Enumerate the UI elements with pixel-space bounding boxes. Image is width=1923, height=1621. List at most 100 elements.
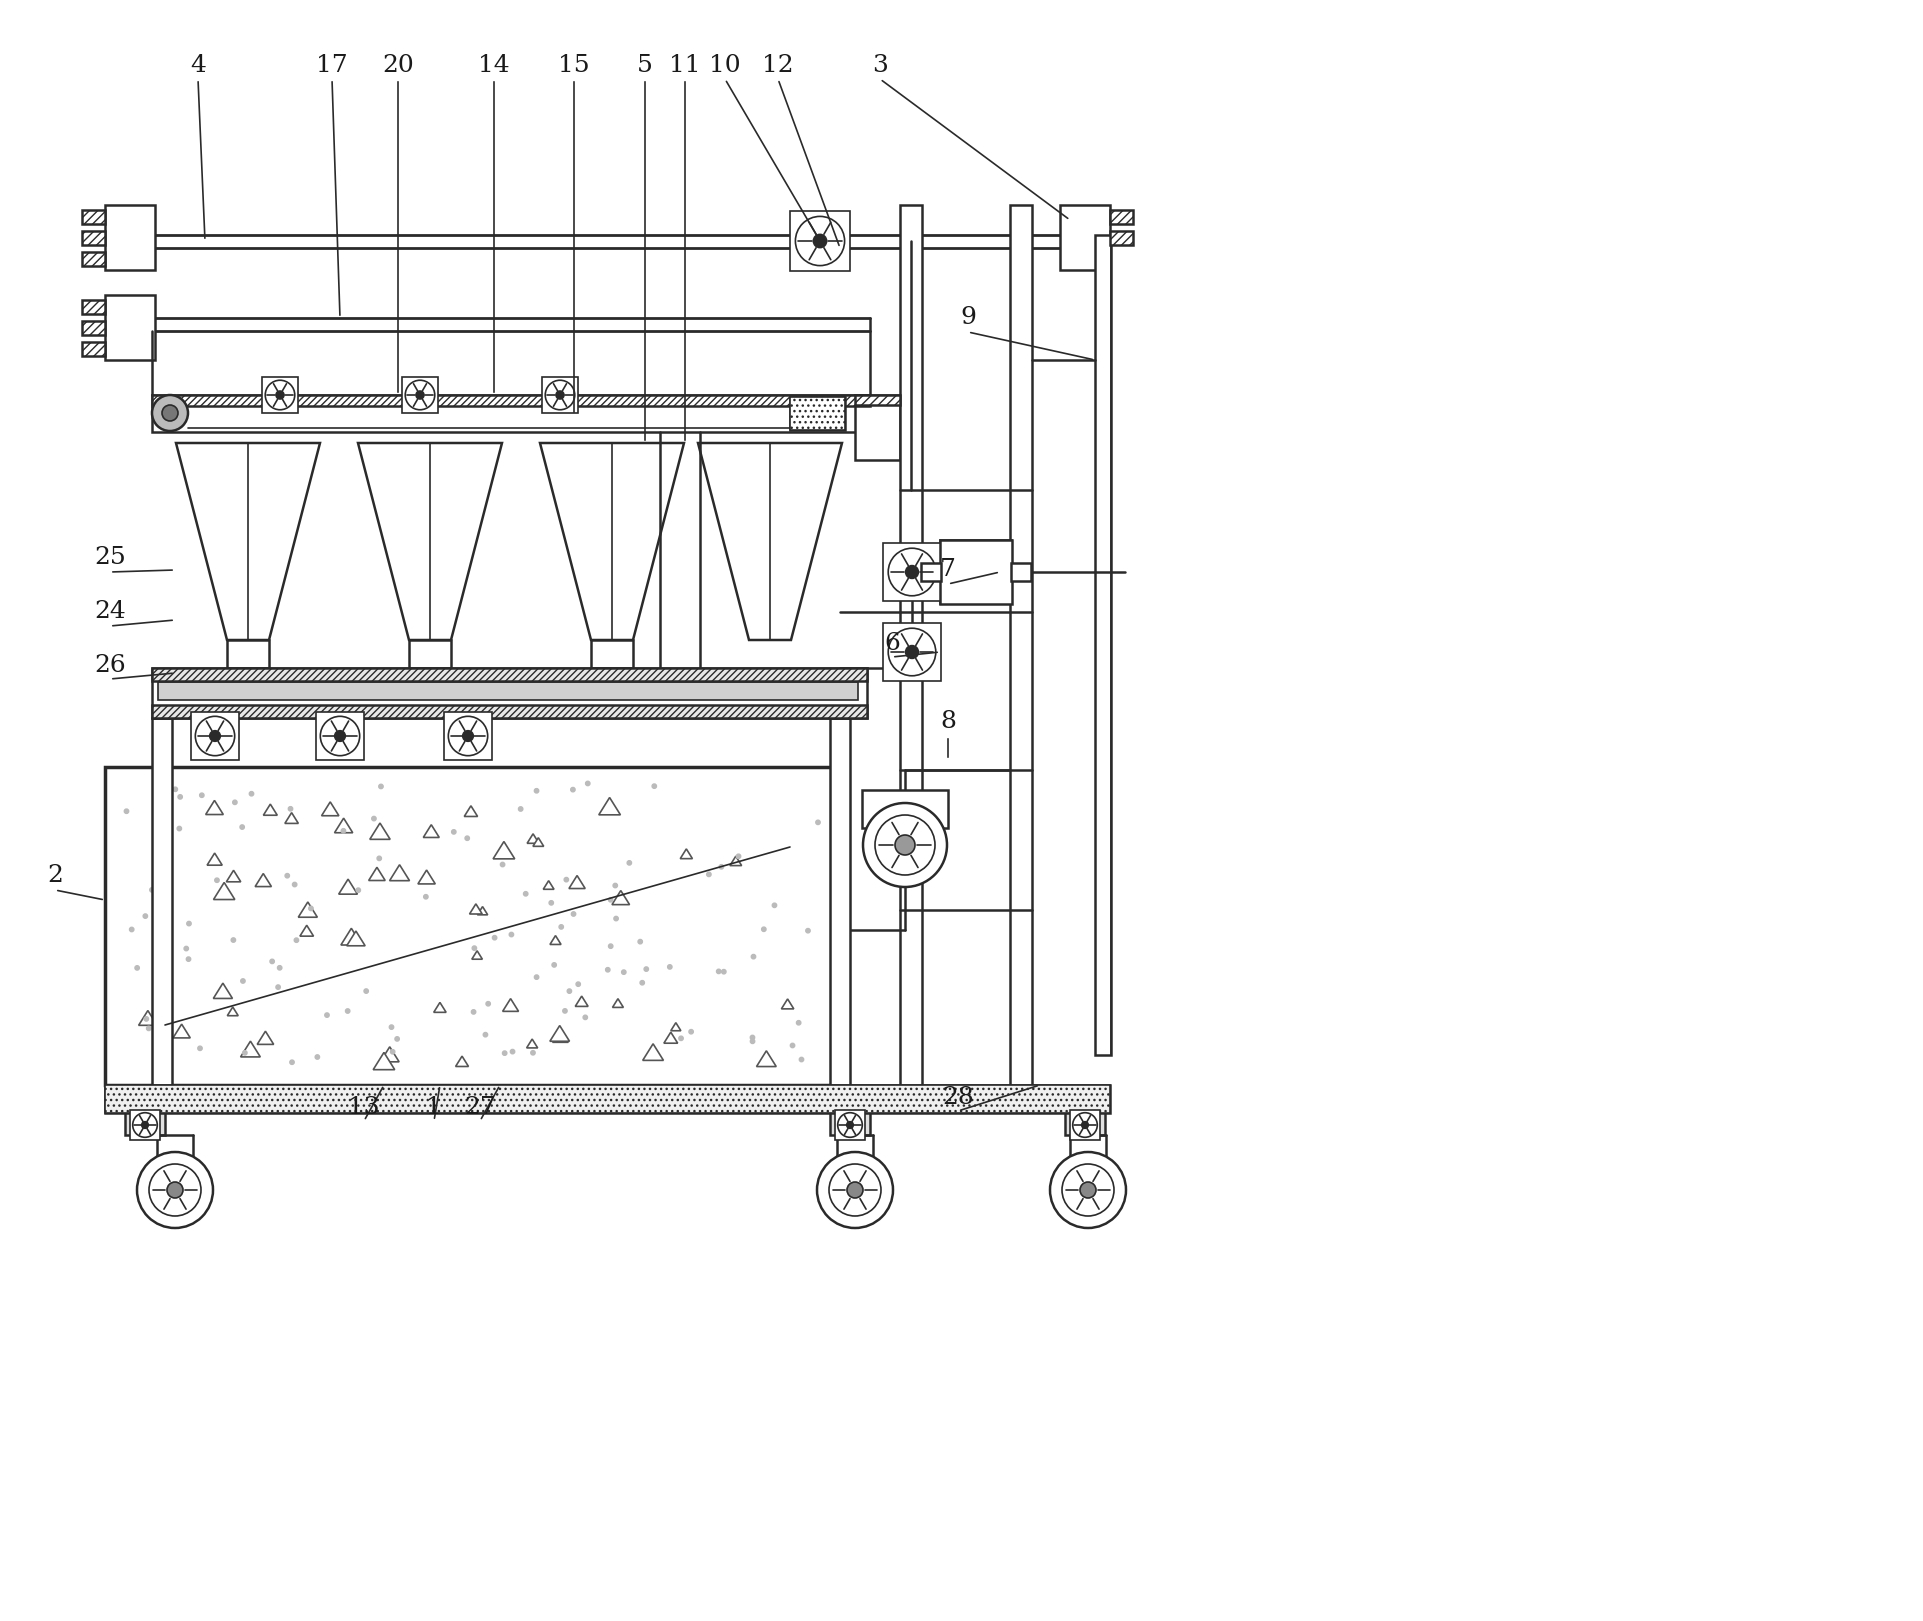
Circle shape [135, 966, 138, 969]
Polygon shape [502, 999, 519, 1012]
Polygon shape [158, 1036, 171, 1046]
Circle shape [762, 927, 765, 932]
Polygon shape [550, 935, 562, 945]
Circle shape [752, 955, 756, 960]
Polygon shape [612, 890, 629, 905]
Circle shape [363, 989, 369, 994]
Circle shape [800, 1057, 804, 1062]
Circle shape [894, 835, 915, 854]
Circle shape [1073, 1112, 1098, 1138]
Circle shape [644, 966, 648, 971]
Circle shape [627, 861, 631, 866]
Polygon shape [373, 1052, 394, 1070]
Bar [106, 1084, 1110, 1114]
Circle shape [552, 963, 556, 968]
Polygon shape [435, 1002, 446, 1013]
Text: 13: 13 [348, 1096, 381, 1118]
Circle shape [535, 788, 538, 793]
Circle shape [1083, 1122, 1088, 1128]
Circle shape [177, 827, 181, 830]
Circle shape [510, 932, 513, 937]
Polygon shape [423, 825, 438, 838]
Circle shape [813, 235, 827, 248]
Bar [106, 1084, 1110, 1114]
Text: 20: 20 [383, 53, 413, 76]
Bar [790, 397, 844, 430]
Bar [83, 321, 106, 336]
Bar [152, 396, 869, 405]
Text: 14: 14 [479, 53, 510, 76]
Circle shape [269, 960, 275, 963]
Circle shape [233, 801, 237, 804]
Bar [410, 640, 452, 668]
Polygon shape [256, 874, 271, 887]
Circle shape [146, 1026, 150, 1031]
Circle shape [471, 1010, 475, 1015]
Circle shape [285, 874, 290, 879]
Circle shape [719, 864, 723, 869]
Bar [1065, 1114, 1106, 1135]
Bar [106, 204, 156, 271]
Circle shape [292, 882, 296, 887]
Bar [542, 378, 579, 413]
Circle shape [356, 888, 360, 893]
Text: 17: 17 [315, 53, 348, 76]
Bar [1110, 232, 1133, 245]
Polygon shape [756, 1050, 777, 1067]
Bar [227, 640, 269, 668]
Circle shape [500, 862, 504, 867]
Bar [1010, 204, 1033, 1096]
Circle shape [277, 966, 283, 969]
Circle shape [577, 982, 581, 986]
Circle shape [502, 1050, 508, 1055]
Bar [83, 251, 106, 266]
Text: 5: 5 [637, 53, 654, 76]
Polygon shape [663, 1033, 677, 1044]
Polygon shape [598, 798, 621, 815]
Circle shape [652, 785, 656, 788]
Circle shape [535, 974, 538, 979]
Circle shape [863, 802, 946, 887]
Circle shape [796, 216, 844, 266]
Circle shape [640, 981, 644, 986]
Circle shape [667, 964, 671, 969]
Bar [152, 668, 867, 718]
Circle shape [335, 731, 346, 741]
Circle shape [150, 888, 154, 892]
Bar [883, 622, 940, 681]
Polygon shape [321, 802, 338, 815]
Circle shape [388, 1024, 394, 1029]
Circle shape [162, 405, 179, 421]
Circle shape [315, 1055, 319, 1059]
Polygon shape [285, 812, 298, 823]
Circle shape [275, 986, 281, 989]
Circle shape [125, 809, 129, 814]
Circle shape [196, 716, 235, 755]
Circle shape [173, 788, 177, 791]
Polygon shape [298, 901, 317, 917]
Polygon shape [492, 841, 515, 859]
Bar [1060, 204, 1110, 271]
Circle shape [906, 645, 919, 658]
Polygon shape [263, 804, 277, 815]
Bar [921, 562, 940, 580]
Circle shape [571, 911, 575, 916]
Circle shape [448, 716, 488, 755]
Circle shape [563, 877, 569, 882]
Polygon shape [227, 1007, 238, 1016]
Circle shape [1081, 1182, 1096, 1198]
Text: 3: 3 [871, 53, 888, 76]
Polygon shape [540, 443, 685, 640]
Circle shape [321, 716, 360, 755]
Circle shape [452, 830, 456, 835]
Polygon shape [569, 875, 585, 888]
Circle shape [325, 1013, 329, 1018]
Text: 2: 2 [46, 864, 63, 888]
Polygon shape [138, 1010, 158, 1026]
Polygon shape [177, 443, 319, 640]
Text: 1: 1 [427, 1096, 442, 1118]
Circle shape [613, 916, 619, 921]
Bar [862, 789, 948, 828]
Text: 8: 8 [940, 710, 956, 733]
Circle shape [560, 924, 563, 929]
